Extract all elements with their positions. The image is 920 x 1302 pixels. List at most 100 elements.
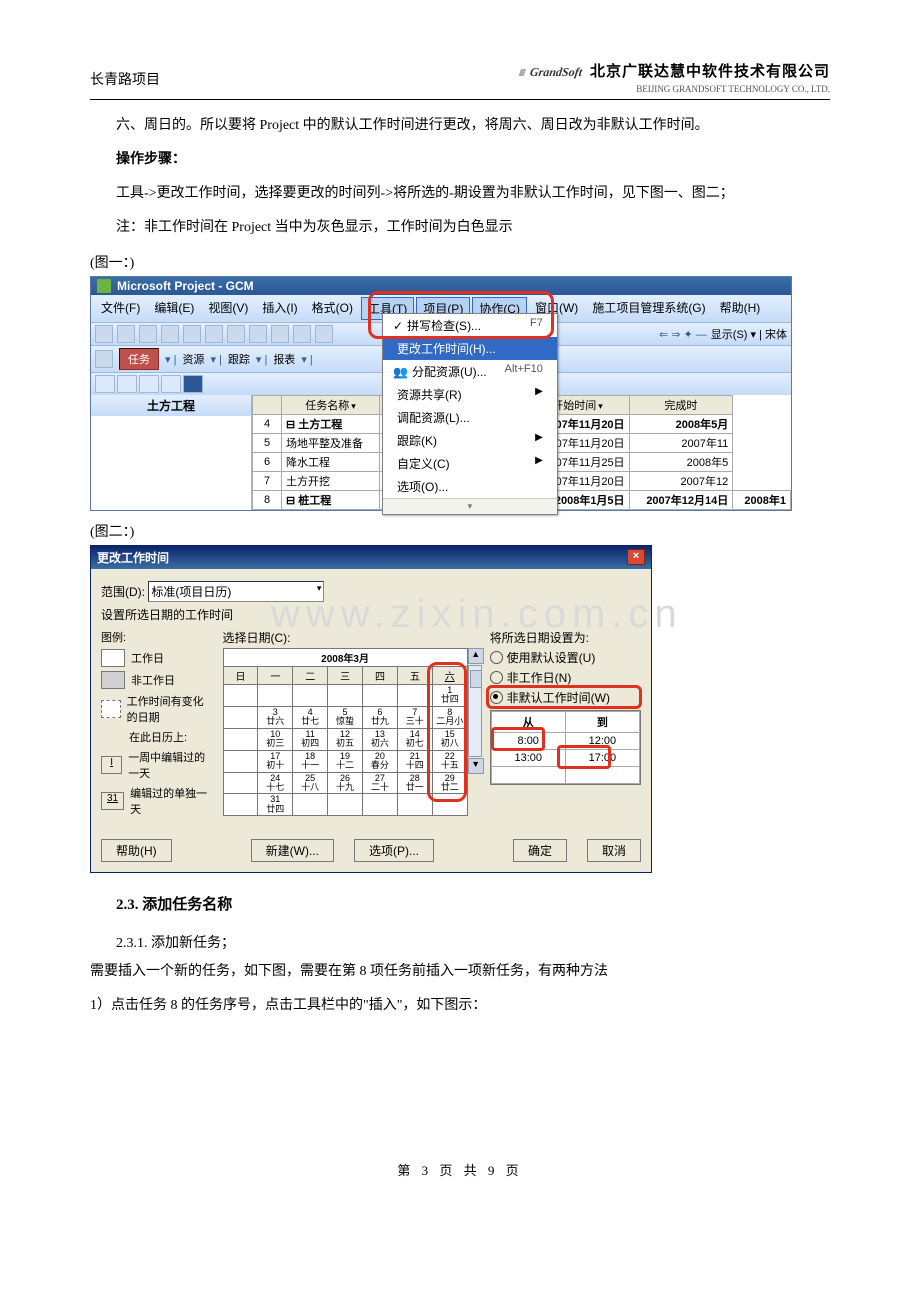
- menu-item-3[interactable]: 插入(I): [256, 297, 303, 320]
- calendar-day[interactable]: 23十六: [223, 772, 258, 794]
- calendar-day[interactable]: 27二十: [363, 772, 398, 794]
- copy-icon[interactable]: [227, 325, 245, 343]
- options-button[interactable]: 选项(P)...: [354, 839, 434, 862]
- track-tab[interactable]: 跟踪: [228, 351, 250, 367]
- calendar-day[interactable]: 20春分: [363, 750, 398, 772]
- print-icon[interactable]: [161, 325, 179, 343]
- time-cell[interactable]: 8:00: [491, 733, 565, 750]
- nav-arrows[interactable]: ⇐ ⇒ ✦ —: [659, 328, 707, 341]
- time-cell[interactable]: 13:00: [491, 750, 565, 767]
- calendar-day[interactable]: 7三十: [397, 706, 432, 728]
- time-cell[interactable]: [565, 767, 639, 784]
- calendar-day[interactable]: 2廿五: [223, 706, 258, 728]
- calendar-day[interactable]: 22十五: [432, 750, 467, 772]
- calendar-day[interactable]: [363, 685, 398, 707]
- scope-select[interactable]: 标准(项目日历) ▾: [148, 581, 324, 602]
- calendar-day[interactable]: 28廿一: [397, 772, 432, 794]
- calendar-day[interactable]: 19十二: [328, 750, 363, 772]
- selected-view-icon[interactable]: [183, 375, 203, 393]
- menu-item-1[interactable]: 编辑(E): [148, 297, 200, 320]
- calendar-day[interactable]: [363, 794, 398, 816]
- menu-item-0[interactable]: 文件(F): [95, 297, 146, 320]
- calendar-day[interactable]: 10初三: [258, 728, 293, 750]
- tools-menu-item[interactable]: 更改工作时间(H)...: [383, 337, 557, 360]
- unlink-icon[interactable]: [315, 325, 333, 343]
- calendar-day[interactable]: 15初八: [432, 728, 467, 750]
- calendar-day[interactable]: 4廿七: [293, 706, 328, 728]
- new-icon[interactable]: [95, 325, 113, 343]
- tools-menu-item[interactable]: 跟踪(K)▶: [383, 429, 557, 452]
- calendar-day[interactable]: 6廿九: [363, 706, 398, 728]
- menu-item-2[interactable]: 视图(V): [202, 297, 254, 320]
- calendar[interactable]: 2008年3月 日一二三四五六 1廿四2廿五3廿六4廿七5惊蛰6廿九7三十8二月…: [223, 648, 468, 816]
- menu-item-9[interactable]: 施工项目管理系统(G): [586, 297, 711, 320]
- calendar-day[interactable]: 3廿六: [258, 706, 293, 728]
- tools-menu-item[interactable]: ✓拼写检查(S)...F7: [383, 314, 557, 337]
- calendar-day[interactable]: 30廿三: [223, 794, 258, 816]
- calendar-day[interactable]: [397, 685, 432, 707]
- undo-icon[interactable]: [271, 325, 289, 343]
- calendar-day[interactable]: 26十九: [328, 772, 363, 794]
- radio-option[interactable]: 非工作日(N): [490, 669, 641, 686]
- tools-menu-item[interactable]: 👥分配资源(U)...Alt+F10: [383, 360, 557, 383]
- tools-menu-item[interactable]: 选项(O)...: [383, 475, 557, 498]
- calendar-day[interactable]: [293, 685, 328, 707]
- calendar-day[interactable]: [397, 794, 432, 816]
- calendar-day[interactable]: [432, 794, 467, 816]
- calendar-day[interactable]: [328, 794, 363, 816]
- calendar-day[interactable]: 17初十: [258, 750, 293, 772]
- calendar-day[interactable]: 13初六: [363, 728, 398, 750]
- task-tab[interactable]: 任务: [119, 348, 159, 370]
- menu-item-4[interactable]: 格式(O): [306, 297, 359, 320]
- tools-menu-item[interactable]: 资源共享(R)▶: [383, 383, 557, 406]
- cut-icon[interactable]: [205, 325, 223, 343]
- calendar-day[interactable]: [223, 685, 258, 707]
- calendar-day[interactable]: 24十七: [258, 772, 293, 794]
- new-button[interactable]: 新建(W)...: [251, 839, 334, 862]
- calendar-day[interactable]: 5惊蛰: [328, 706, 363, 728]
- report-tab[interactable]: 报表: [273, 351, 295, 367]
- chart-icon[interactable]: [161, 375, 181, 393]
- gantt-icon[interactable]: [95, 375, 115, 393]
- save-icon[interactable]: [139, 325, 157, 343]
- calendar-day[interactable]: [258, 685, 293, 707]
- link-icon[interactable]: [293, 325, 311, 343]
- calendar-day[interactable]: 1廿四: [432, 685, 467, 707]
- help-button[interactable]: 帮助(H): [101, 839, 172, 862]
- calendar-day[interactable]: 11初四: [293, 728, 328, 750]
- time-cell[interactable]: 17:00: [565, 750, 639, 767]
- calendar-day[interactable]: 18十一: [293, 750, 328, 772]
- radio-option[interactable]: 非默认工作时间(W): [490, 689, 641, 706]
- paste-icon[interactable]: [249, 325, 267, 343]
- open-icon[interactable]: [117, 325, 135, 343]
- menu-item-10[interactable]: 帮助(H): [714, 297, 767, 320]
- calendar-day[interactable]: 12初五: [328, 728, 363, 750]
- cancel-button[interactable]: 取消: [587, 839, 641, 862]
- close-icon[interactable]: ×: [627, 549, 645, 565]
- viewbar-icon[interactable]: [95, 350, 113, 368]
- calendar-day[interactable]: [328, 685, 363, 707]
- tools-menu-item[interactable]: 调配资源(L)...: [383, 406, 557, 429]
- calendar-day[interactable]: 21十四: [397, 750, 432, 772]
- menu-expand-icon[interactable]: ▾: [383, 498, 557, 514]
- ok-button[interactable]: 确定: [513, 839, 567, 862]
- calendar-day[interactable]: [293, 794, 328, 816]
- col-name[interactable]: 任务名称▾: [282, 396, 380, 415]
- calendar-day[interactable]: 8二月小: [432, 706, 467, 728]
- calendar-day[interactable]: 14初七: [397, 728, 432, 750]
- task-icon[interactable]: [117, 375, 137, 393]
- calendar-day[interactable]: 16初九: [223, 750, 258, 772]
- preview-icon[interactable]: [183, 325, 201, 343]
- col-finish[interactable]: 完成时: [629, 396, 733, 415]
- calendar-day[interactable]: 31廿四: [258, 794, 293, 816]
- resource-icon[interactable]: [139, 375, 159, 393]
- calendar-day[interactable]: 29廿二: [432, 772, 467, 794]
- time-cell[interactable]: [491, 767, 565, 784]
- resource-tab[interactable]: 资源: [182, 351, 204, 367]
- calendar-scroll[interactable]: ▲ ▼: [468, 648, 482, 816]
- tools-menu-item[interactable]: 自定义(C)▶: [383, 452, 557, 475]
- calendar-day[interactable]: 9初二: [223, 728, 258, 750]
- calendar-day[interactable]: 25十八: [293, 772, 328, 794]
- time-grid[interactable]: 从 到 8:0012:0013:0017:00: [490, 710, 641, 785]
- radio-option[interactable]: 使用默认设置(U): [490, 649, 641, 666]
